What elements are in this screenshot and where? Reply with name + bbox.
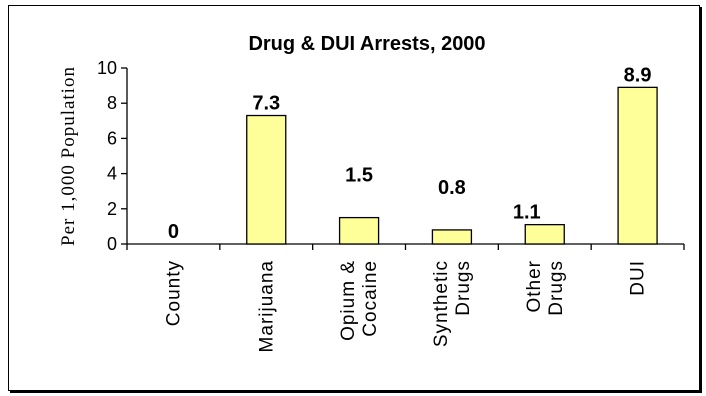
data-label: 0.8 xyxy=(438,177,466,199)
plot-area: 0 2 4 6 8 10 0 County 7.3 Marijuana 1.5 Opium & Coca… xyxy=(97,58,685,352)
chart-title: Drug & DUI Arrests, 2000 xyxy=(248,33,485,55)
x-tick-label: Synthetic xyxy=(431,260,452,347)
y-tick-label: 4 xyxy=(107,164,117,184)
data-label: 1.1 xyxy=(513,202,541,224)
x-tick-label: Marijuana xyxy=(256,260,277,352)
bar-other-drugs xyxy=(524,223,565,245)
x-tick-label: Drugs xyxy=(546,260,567,316)
x-tick-label: County xyxy=(163,260,184,326)
chart-frame: Drug & DUI Arrests, 2000 Per 1,000 Popul… xyxy=(8,5,700,391)
x-tick-label: Cocaine xyxy=(360,260,381,337)
y-tick-label: 8 xyxy=(107,93,117,113)
bar-opium-cocaine xyxy=(338,216,380,245)
data-label: 1.5 xyxy=(345,165,373,187)
y-tick-label: 0 xyxy=(107,234,117,254)
y-tick-label: 2 xyxy=(107,199,117,219)
x-tick-label: DUI xyxy=(628,260,649,296)
bar-marijuana xyxy=(246,114,287,245)
bar-synthetic-drugs xyxy=(431,229,473,245)
x-tick-label: Opium & xyxy=(338,260,359,341)
x-tick-label: Drugs xyxy=(453,260,474,316)
bar-chart: Drug & DUI Arrests, 2000 Per 1,000 Popul… xyxy=(58,33,685,352)
data-label: 0 xyxy=(168,221,179,243)
y-tick-label: 6 xyxy=(107,128,117,148)
data-label: 8.9 xyxy=(624,64,652,86)
y-axis-label: Per 1,000 Population xyxy=(58,66,79,246)
y-tick-label: 10 xyxy=(97,58,117,78)
x-tick-label: Other xyxy=(524,260,545,313)
data-label: 7.3 xyxy=(252,93,280,115)
bar-dui xyxy=(617,86,658,245)
